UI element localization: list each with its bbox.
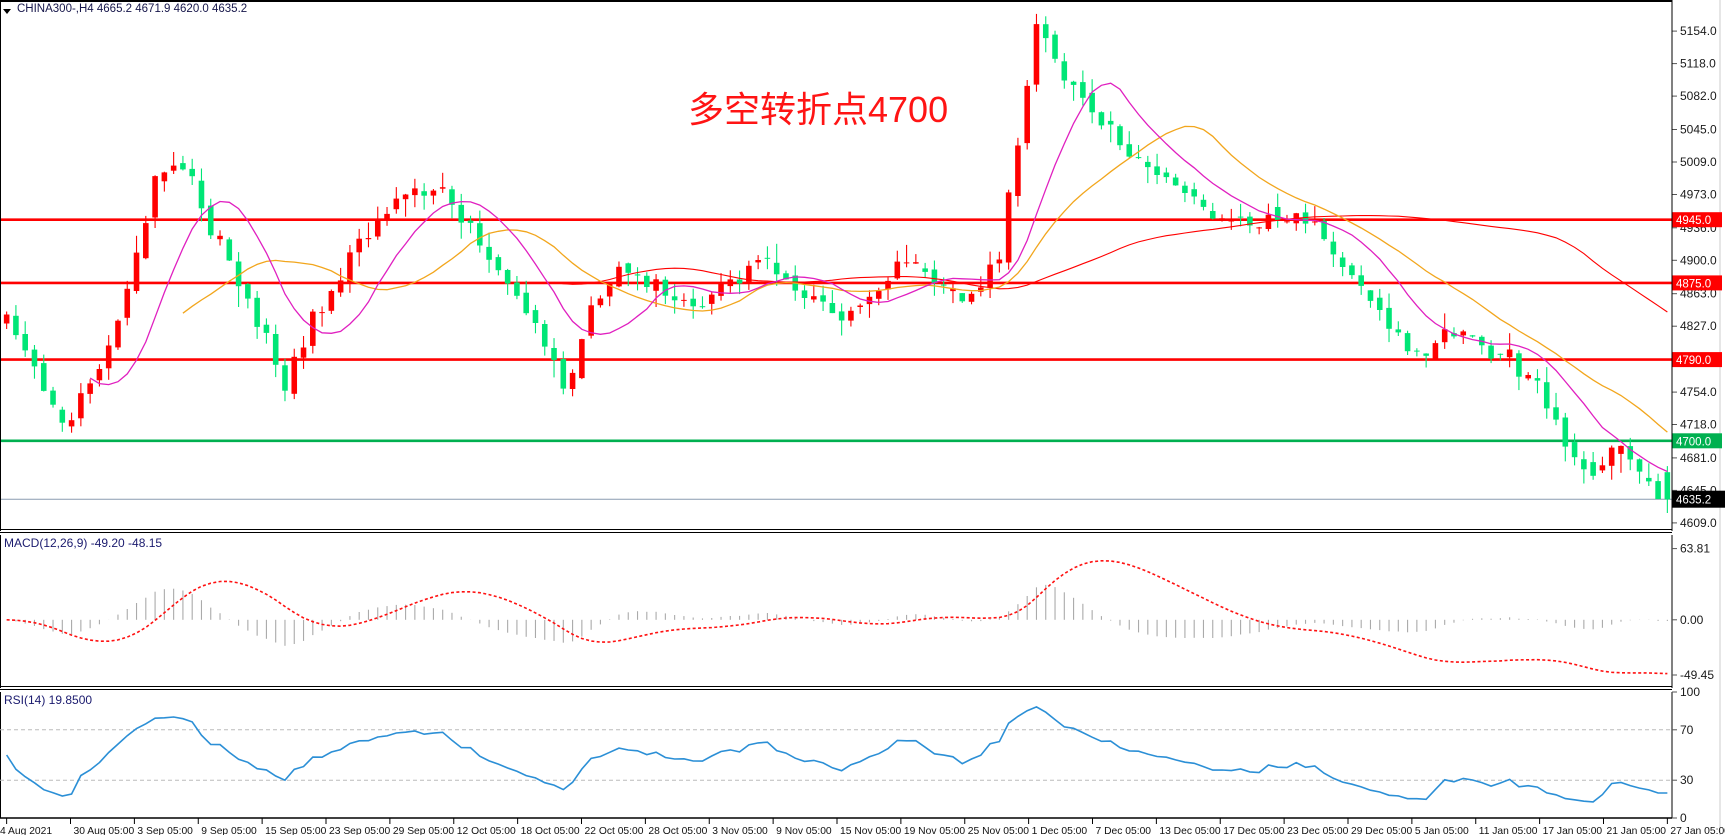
svg-text:4945.0: 4945.0 (1676, 215, 1711, 227)
svg-text:4754.0: 4754.0 (1680, 385, 1717, 399)
svg-text:5154.0: 5154.0 (1680, 24, 1717, 38)
svg-text:28 Oct 05:00: 28 Oct 05:00 (648, 826, 707, 835)
svg-text:4718.0: 4718.0 (1680, 418, 1717, 432)
svg-text:30 Aug 05:00: 30 Aug 05:00 (74, 826, 135, 835)
svg-text:19 Nov 05:00: 19 Nov 05:00 (904, 826, 966, 835)
svg-text:4700.0: 4700.0 (1676, 436, 1711, 448)
svg-text:18 Oct 05:00: 18 Oct 05:00 (521, 826, 580, 835)
svg-text:5009.0: 5009.0 (1680, 155, 1717, 169)
svg-text:63.81: 63.81 (1680, 542, 1710, 556)
svg-text:9 Nov 05:00: 9 Nov 05:00 (776, 826, 832, 835)
svg-text:CHINA300-,H4 4665.2 4671.9 4: CHINA300-,H4 4665.2 4671.9 4620.0 4635.2 (17, 3, 247, 15)
svg-text:4 Aug 2021: 4 Aug 2021 (0, 826, 52, 835)
svg-text:29 Dec 05:00: 29 Dec 05:00 (1351, 826, 1413, 835)
svg-text:MACD(12,26,9) -49.20 -48.15: MACD(12,26,9) -49.20 -48.15 (4, 536, 162, 550)
svg-text:4900.0: 4900.0 (1680, 253, 1717, 267)
svg-text:9 Sep 05:00: 9 Sep 05:00 (201, 826, 257, 835)
svg-text:4681.0: 4681.0 (1680, 451, 1717, 465)
svg-text:13 Dec 05:00: 13 Dec 05:00 (1159, 826, 1221, 835)
svg-text:4635.2: 4635.2 (1676, 495, 1711, 507)
svg-text:100: 100 (1680, 685, 1700, 699)
svg-text:5118.0: 5118.0 (1680, 57, 1716, 71)
svg-text:多空转折点4700: 多空转折点4700 (688, 89, 948, 130)
svg-text:5 Jan 05:00: 5 Jan 05:00 (1415, 826, 1469, 835)
svg-text:-49.45: -49.45 (1680, 668, 1714, 682)
svg-text:27 Jan 05:00: 27 Jan 05:00 (1670, 826, 1725, 835)
svg-text:0: 0 (1680, 811, 1687, 825)
svg-text:30: 30 (1680, 773, 1694, 787)
svg-text:0.00: 0.00 (1680, 613, 1704, 627)
svg-text:1 Dec 05:00: 1 Dec 05:00 (1032, 826, 1088, 835)
svg-text:4875.0: 4875.0 (1676, 278, 1711, 290)
svg-text:12 Oct 05:00: 12 Oct 05:00 (457, 826, 516, 835)
svg-text:17 Dec 05:00: 17 Dec 05:00 (1223, 826, 1285, 835)
svg-text:70: 70 (1680, 723, 1694, 737)
svg-text:23 Sep 05:00: 23 Sep 05:00 (329, 826, 391, 835)
svg-text:23 Dec 05:00: 23 Dec 05:00 (1287, 826, 1349, 835)
svg-text:4827.0: 4827.0 (1680, 319, 1717, 333)
svg-text:15 Sep 05:00: 15 Sep 05:00 (265, 826, 327, 835)
svg-text:7 Dec 05:00: 7 Dec 05:00 (1096, 826, 1152, 835)
svg-text:11 Jan 05:00: 11 Jan 05:00 (1479, 826, 1538, 835)
svg-text:25 Nov 05:00: 25 Nov 05:00 (968, 826, 1030, 835)
svg-text:4790.0: 4790.0 (1676, 355, 1711, 367)
svg-text:17 Jan 05:00: 17 Jan 05:00 (1543, 826, 1603, 835)
svg-text:RSI(14) 19.8500: RSI(14) 19.8500 (4, 693, 92, 707)
svg-text:29 Sep 05:00: 29 Sep 05:00 (393, 826, 455, 835)
svg-text:3 Nov 05:00: 3 Nov 05:00 (712, 826, 768, 835)
svg-text:15 Nov 05:00: 15 Nov 05:00 (840, 826, 902, 835)
svg-text:3 Sep 05:00: 3 Sep 05:00 (137, 826, 193, 835)
svg-text:5045.0: 5045.0 (1680, 123, 1717, 137)
svg-text:22 Oct 05:00: 22 Oct 05:00 (585, 826, 644, 835)
svg-text:4973.0: 4973.0 (1680, 188, 1717, 202)
svg-text:21 Jan 05:00: 21 Jan 05:00 (1606, 826, 1666, 835)
svg-text:5082.0: 5082.0 (1680, 89, 1717, 103)
svg-text:4609.0: 4609.0 (1680, 516, 1717, 530)
